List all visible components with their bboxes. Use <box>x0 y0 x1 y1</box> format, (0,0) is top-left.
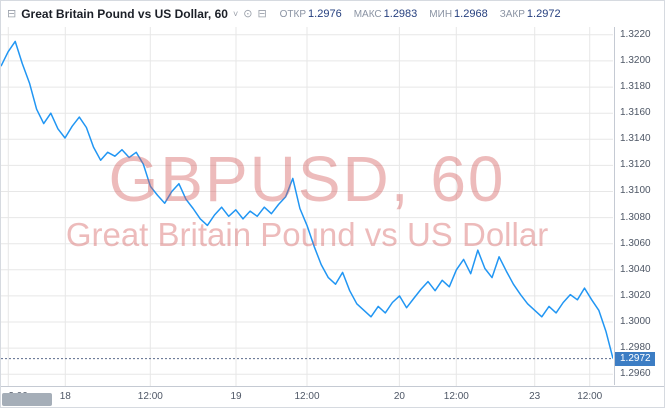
open-value: 1.2976 <box>308 8 342 20</box>
symbol-title[interactable]: Great Britain Pound vs US Dollar, 60 <box>21 7 228 21</box>
ohlc-high: МАКС 1.2983 <box>354 8 418 20</box>
price-axis[interactable]: 1.2972 1.3220 1.3200 1.3180 1.3160 1.3140 1.3… <box>614 27 664 385</box>
high-value: 1.2983 <box>383 8 418 20</box>
price-axis-label: 1.2960 <box>620 368 651 380</box>
time-axis-label: 12:00 <box>137 391 163 402</box>
price-axis-label: 1.3100 <box>620 185 651 197</box>
price-line-chart[interactable] <box>1 27 613 386</box>
chart-style-icon[interactable]: ⊙ <box>243 7 253 20</box>
price-axis-label: 1.3080 <box>620 211 651 223</box>
price-axis-label: 1.3140 <box>620 133 651 145</box>
time-axis-separator <box>1 386 664 387</box>
price-axis-label: 1.3200 <box>620 54 651 66</box>
low-label: МИН <box>429 8 453 20</box>
price-axis-label: 1.3000 <box>620 316 651 328</box>
high-label: МАКС <box>353 8 382 20</box>
ohlc-close: ЗАКР 1.2972 <box>500 8 561 20</box>
compare-icon[interactable]: ⊟ <box>257 7 267 20</box>
close-label: ЗАКР <box>499 8 525 20</box>
price-axis-label: 1.3040 <box>620 263 651 275</box>
time-axis-label: 12:00 <box>443 391 469 402</box>
open-label: ОТКР <box>279 8 307 20</box>
ohlc-open: ОТКР 1.2976 <box>280 8 342 20</box>
low-value: 1.2968 <box>454 8 488 20</box>
symbol-menu-icon[interactable]: ⊟ <box>7 7 17 20</box>
bottom-left-overlay <box>2 393 52 406</box>
price-axis-label: 1.3160 <box>620 107 651 119</box>
price-axis-label: 1.3120 <box>620 159 651 171</box>
time-axis-label: 19 <box>230 391 242 402</box>
chart-header: ⊟ Great Britain Pound vs US Dollar, 60 ˅… <box>1 1 664 27</box>
price-axis-label: 1.3060 <box>620 237 651 249</box>
time-axis-label: 20 <box>393 391 405 402</box>
close-value: 1.2972 <box>526 8 561 20</box>
plot-area[interactable]: GBPUSD, 60 Great Britain Pound vs US Dol… <box>1 27 613 386</box>
time-axis-label: 12:00 <box>294 391 320 402</box>
price-axis-label: 1.3220 <box>620 28 651 40</box>
time-axis-label: 18 <box>59 391 71 402</box>
time-axis-label: 12:00 <box>577 391 603 402</box>
price-axis-label: 1.3180 <box>620 81 651 93</box>
ohlc-low: МИН 1.2968 <box>429 8 487 20</box>
time-axis-label: 23 <box>529 391 541 402</box>
last-price-badge: 1.2972 <box>615 351 655 366</box>
price-axis-label: 1.2980 <box>620 342 651 354</box>
ohlc-readout: ОТКР 1.2976 МАКС 1.2983 МИН 1.2968 ЗАКР … <box>280 8 561 20</box>
price-axis-label: 1.3020 <box>620 289 651 301</box>
chevron-down-icon[interactable]: ˅ <box>232 9 239 19</box>
